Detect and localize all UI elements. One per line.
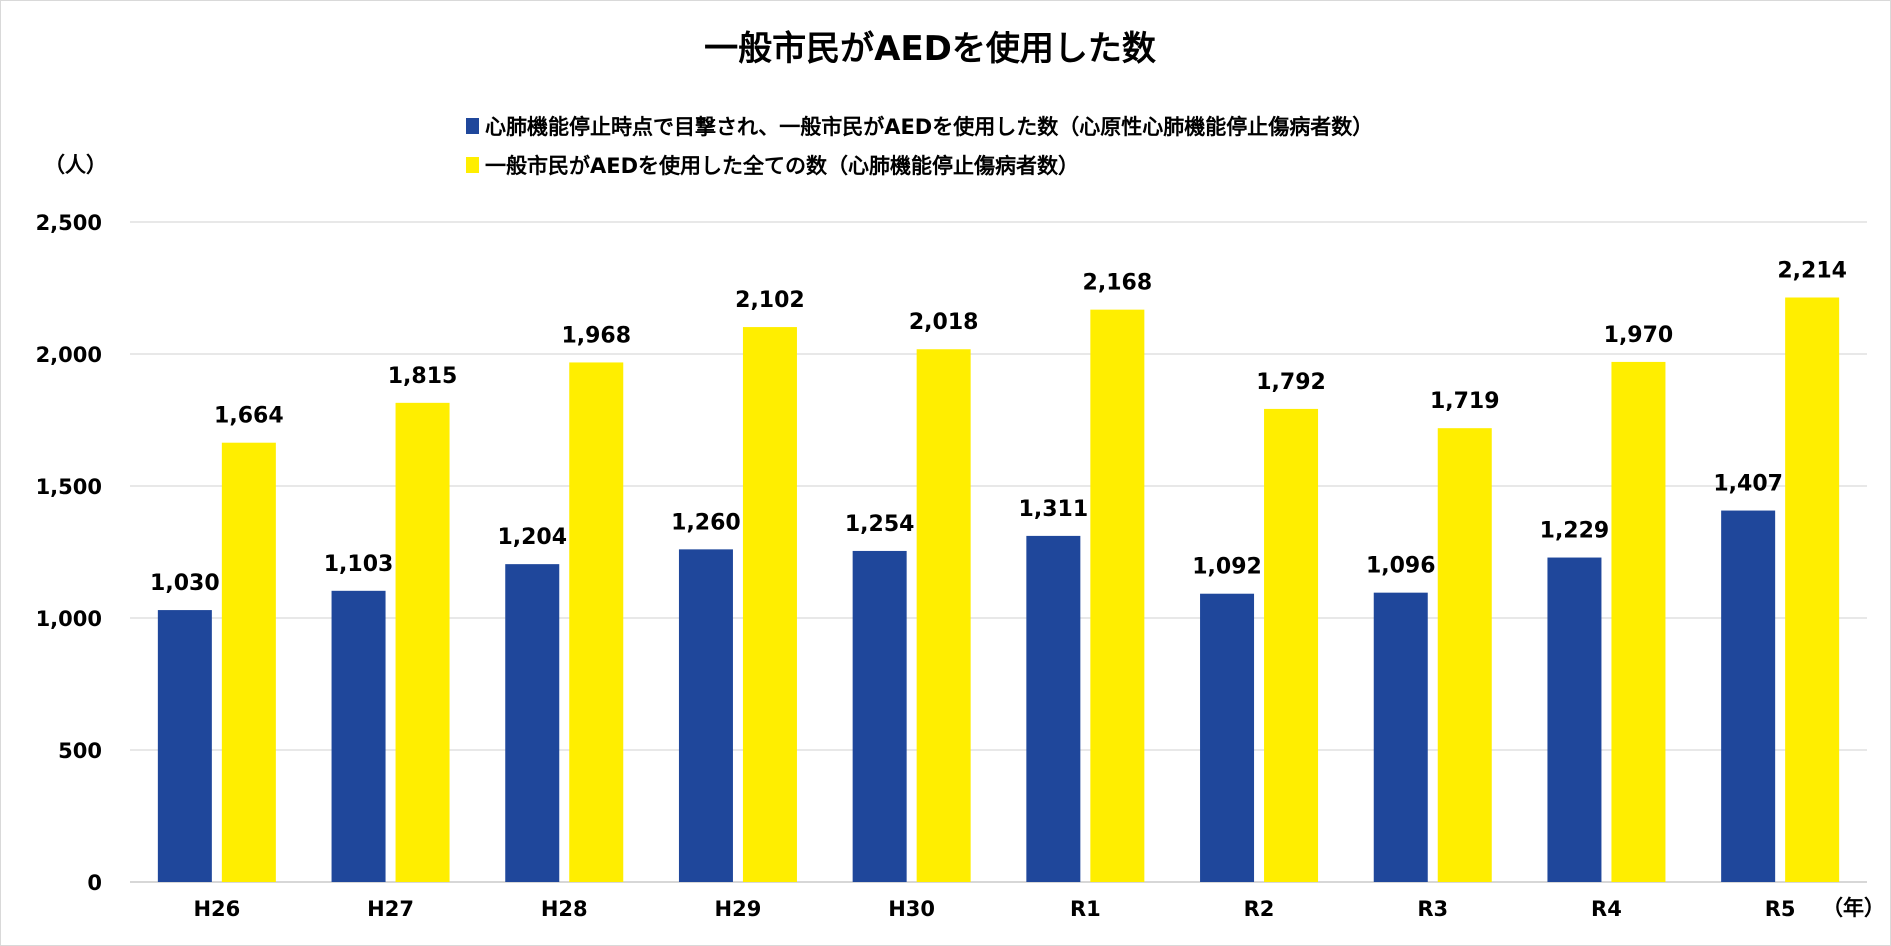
bar-witnessed-R1 <box>1026 535 1081 882</box>
chart-title: 一般市民がAEDを使用した数 <box>704 29 1156 69</box>
x-tick-label: R4 <box>1591 897 1622 921</box>
y-tick-label: 1,500 <box>36 475 102 499</box>
bar-witnessed-H30 <box>852 550 907 882</box>
bar-witnessed-H27 <box>331 590 386 882</box>
x-tick-label: H30 <box>888 897 935 921</box>
x-tick-label: H29 <box>715 897 762 921</box>
bar-witnessed-H28 <box>505 564 560 882</box>
bar-all-R2 <box>1264 408 1319 882</box>
bar-all-H30 <box>916 349 971 882</box>
bar-witnessed-R3 <box>1373 592 1428 882</box>
data-label: 1,664 <box>214 404 284 429</box>
bar-witnessed-H29 <box>678 549 733 882</box>
bar-all-H27 <box>395 402 450 882</box>
data-label: 1,092 <box>1192 555 1262 580</box>
bar-witnessed-R5 <box>1721 510 1776 882</box>
bar-all-R4 <box>1611 361 1666 882</box>
x-tick-label: H28 <box>541 897 588 921</box>
data-label: 2,168 <box>1083 271 1153 296</box>
x-tick-label: R1 <box>1070 897 1101 921</box>
data-label: 1,254 <box>845 512 915 537</box>
data-label: 1,815 <box>388 364 458 389</box>
data-label: 1,792 <box>1256 370 1326 395</box>
y-tick-label: 2,500 <box>36 211 102 235</box>
y-tick-label: 500 <box>58 739 102 763</box>
legend-label-witnessed: 心肺機能停止時点で目撃され、一般市民がAEDを使用した数（心原性心肺機能停止傷病… <box>485 115 1373 139</box>
data-label: 1,030 <box>150 571 220 596</box>
bar-all-H29 <box>742 327 797 882</box>
x-tick-label: H27 <box>367 897 414 921</box>
data-label: 1,311 <box>1019 497 1089 522</box>
y-tick-label: 0 <box>87 871 102 895</box>
data-label: 1,229 <box>1540 519 1610 544</box>
data-label: 2,018 <box>909 310 979 335</box>
legend-swatch-all <box>466 157 479 173</box>
legend-swatch-witnessed <box>466 118 479 134</box>
y-tick-label: 2,000 <box>36 343 102 367</box>
bar-all-H26 <box>221 442 276 882</box>
data-label: 1,968 <box>561 323 631 348</box>
x-tick-label: R5 <box>1765 897 1796 921</box>
x-tick-label: H26 <box>193 897 240 921</box>
data-label: 2,102 <box>735 288 805 313</box>
bar-all-H28 <box>569 362 624 882</box>
data-label: 1,204 <box>497 525 567 550</box>
bar-all-R3 <box>1437 428 1492 882</box>
bar-all-R5 <box>1785 297 1840 882</box>
data-label: 2,214 <box>1777 259 1847 284</box>
y-tick-label: 1,000 <box>36 607 102 631</box>
y-axis-unit: （人） <box>44 153 107 177</box>
data-label: 1,260 <box>671 510 741 535</box>
x-axis-unit: （年） <box>1822 896 1885 920</box>
data-label: 1,719 <box>1430 389 1500 414</box>
x-tick-label: R3 <box>1417 897 1448 921</box>
data-label: 1,970 <box>1604 323 1674 348</box>
data-label: 1,096 <box>1366 554 1436 579</box>
data-label: 1,103 <box>324 552 394 577</box>
legend-label-all: 一般市民がAEDを使用した全ての数（心肺機能停止傷病者数） <box>485 154 1079 178</box>
data-label: 1,407 <box>1713 472 1783 497</box>
bar-witnessed-R2 <box>1200 593 1255 882</box>
x-tick-label: R2 <box>1244 897 1275 921</box>
bar-witnessed-H26 <box>157 610 212 882</box>
bar-all-R1 <box>1090 309 1145 882</box>
bar-witnessed-R4 <box>1547 557 1602 882</box>
